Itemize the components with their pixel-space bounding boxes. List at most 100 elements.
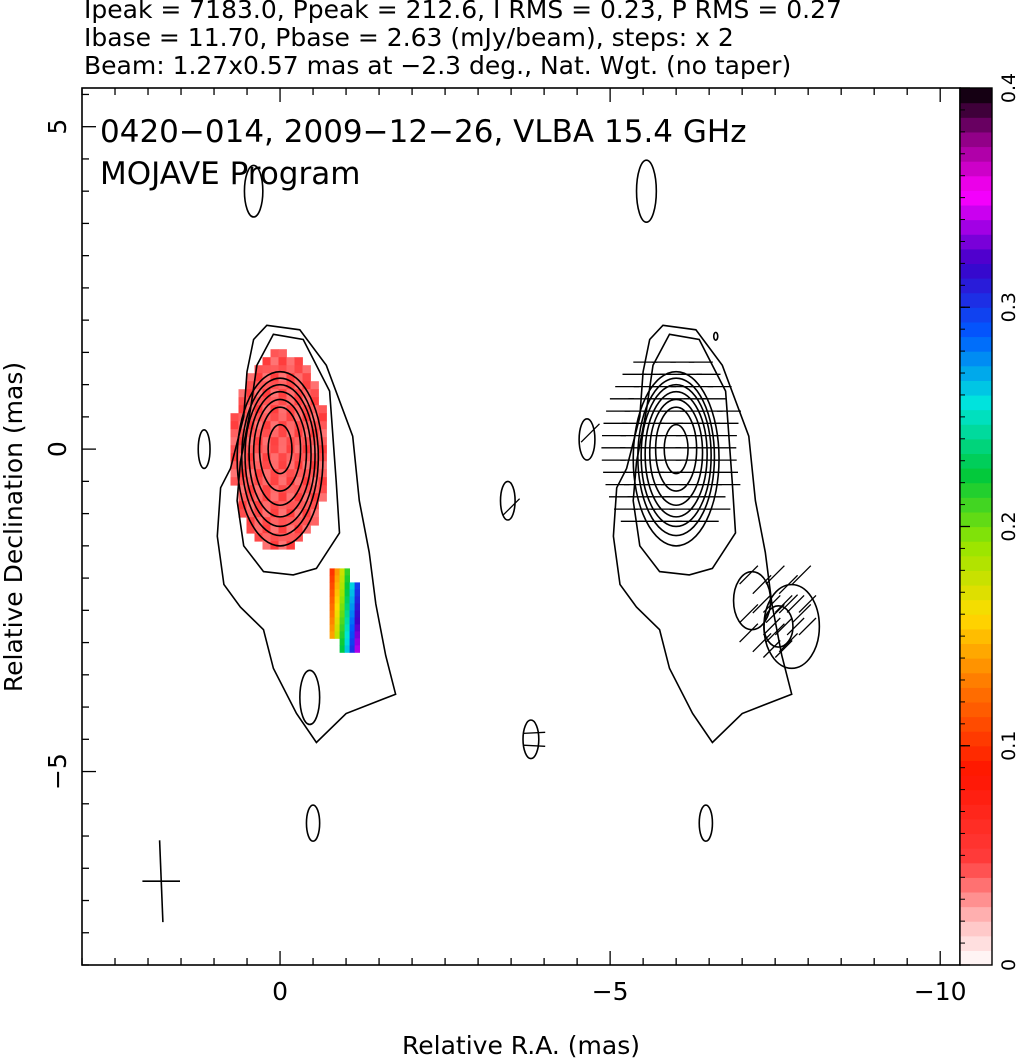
polarization-cell	[254, 365, 263, 374]
contour-isolated-blob	[578, 418, 596, 461]
colorbar-segment	[960, 394, 992, 411]
colorbar-segment	[960, 248, 992, 264]
evpa-vector-isolated	[580, 423, 600, 443]
polarization-cell	[238, 485, 247, 494]
polarization-cell	[254, 525, 263, 534]
x-tick-label: 0	[272, 977, 288, 1006]
colorbar-segment	[960, 935, 992, 951]
polarization-cell	[286, 421, 295, 430]
polarization-knot-cell	[354, 582, 360, 590]
contour-second	[632, 333, 737, 576]
colorbar-ticks: 0 0.1 0.2 0.3 0.4	[960, 73, 1020, 971]
polarization-cell	[302, 429, 311, 438]
polarization-knot-cell	[344, 603, 350, 611]
polarization-cell	[238, 509, 247, 518]
polarization-cell	[270, 445, 279, 454]
y-tick-label: 0	[43, 441, 72, 457]
colorbar-segment	[960, 541, 992, 557]
polarization-cell	[310, 389, 319, 398]
polarization-cell	[278, 461, 287, 470]
polarization-cell	[270, 493, 279, 502]
evpa-vector-oblique	[778, 574, 799, 595]
colorbar-segment	[960, 161, 992, 177]
polarization-cell	[302, 485, 311, 494]
evpa-vector-oblique	[774, 640, 793, 658]
polarization-knot-cell	[339, 575, 345, 583]
colorbar-segment	[960, 862, 992, 878]
polarization-cell	[262, 389, 271, 398]
polarization-cell	[246, 477, 255, 486]
polarization-cell	[254, 445, 263, 454]
polarization-knot-cell	[329, 624, 335, 632]
colorbar-segment	[960, 672, 992, 688]
polarization-cell	[238, 493, 247, 502]
colorbar-segment	[960, 745, 992, 761]
polarization-knot-cell	[329, 610, 335, 618]
polarization-cell	[286, 389, 295, 398]
polarization-cell	[302, 381, 311, 390]
polarization-cell	[254, 461, 263, 470]
contour-isolated-blob	[522, 719, 540, 760]
evpa-vector-isolated	[523, 744, 546, 747]
polarization-knot-cell	[349, 624, 355, 632]
polarization-knot-cell	[344, 610, 350, 618]
polarization-cell	[286, 541, 295, 550]
evpa-vector-oblique	[739, 623, 759, 643]
evpa-vector-oblique	[778, 594, 799, 614]
polarization-cell	[246, 373, 255, 382]
polarization-cell	[286, 373, 295, 382]
colorbar-segment	[960, 219, 992, 235]
colorbar-segment	[960, 760, 992, 776]
polarization-cell	[270, 453, 279, 462]
polarization-knot-cell	[344, 638, 350, 646]
polarization-cell	[294, 445, 303, 454]
polarization-knot-cell	[334, 624, 340, 632]
colorbar-segment	[960, 453, 992, 469]
colorbar-segment	[960, 424, 992, 440]
colorbar-segment	[960, 526, 992, 542]
polarization-cell	[254, 421, 263, 430]
polarization-knot-cell	[334, 603, 340, 611]
colorbar-segment	[960, 365, 992, 381]
polarization-knot-cell	[354, 631, 360, 639]
colorbar-segment	[960, 555, 992, 571]
evpa-vector-isolated	[502, 498, 521, 517]
polarization-cell	[270, 525, 279, 534]
polarization-cell	[262, 541, 271, 550]
polarization-cell	[302, 477, 311, 486]
colorbar-segment	[960, 482, 992, 498]
polarization-cell	[278, 389, 287, 398]
polarization-knot-cell	[334, 631, 340, 639]
polarization-cell	[286, 525, 295, 534]
polarization-cell	[278, 445, 287, 454]
polarization-cell	[278, 357, 287, 366]
header-line-3: Beam: 1.27x0.57 mas at −2.3 deg., Nat. W…	[84, 51, 791, 80]
polarization-knot-cell	[334, 610, 340, 618]
polarization-cell	[262, 437, 271, 446]
polarization-cell	[230, 453, 239, 462]
evpa-vector-oblique	[752, 632, 772, 653]
contour-core-level	[632, 370, 720, 547]
polarization-knot-cell	[349, 589, 355, 597]
colorbar-segment	[960, 102, 992, 118]
colorbar-segment	[960, 687, 992, 703]
colorbar-segment	[960, 570, 992, 586]
polarization-cell	[318, 421, 327, 430]
contour-isolated-blob	[712, 331, 719, 341]
colorbar-segment	[960, 921, 992, 937]
colorbar-segment	[960, 409, 992, 425]
evpa-vector-oblique	[739, 603, 759, 624]
evpa-vector-oblique	[786, 594, 805, 613]
intensity-contours	[197, 159, 821, 843]
polarization-knot-cell	[339, 631, 345, 639]
colorbar-segment	[960, 877, 992, 893]
polarization-cell	[278, 485, 287, 494]
polarization-cell	[310, 429, 319, 438]
polarization-cell	[302, 469, 311, 478]
colorbar-segment	[960, 614, 992, 630]
evpa-vector-oblique	[791, 603, 812, 624]
evpa-vector-oblique	[765, 623, 785, 643]
contour-core-level	[258, 406, 302, 492]
polarization-knot-cell	[354, 624, 360, 632]
polarization-cell	[278, 373, 287, 382]
